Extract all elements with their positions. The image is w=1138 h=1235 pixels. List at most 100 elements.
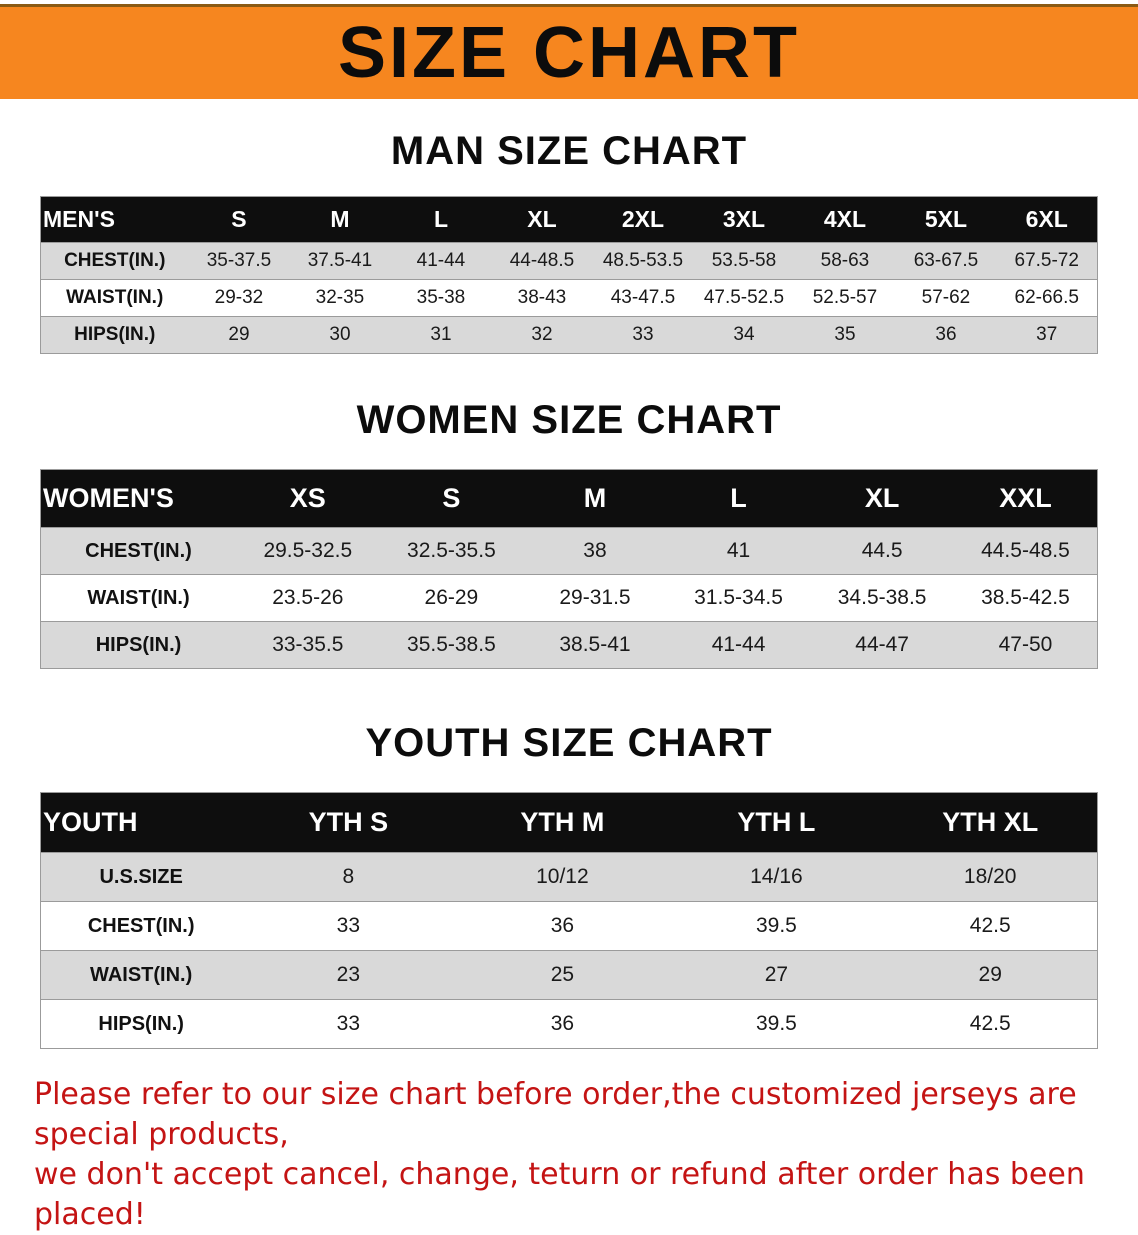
size-column-header: 6XL: [996, 196, 1098, 243]
row-label: U.S.SIZE: [40, 852, 242, 902]
size-value: 47-50: [953, 621, 1098, 669]
size-value: 42.5: [883, 901, 1098, 951]
row-label: HIPS(IN.): [40, 621, 237, 669]
size-value: 27: [669, 950, 884, 1000]
man-section-heading: MAN SIZE CHART: [390, 129, 748, 173]
size-column-header: 4XL: [794, 196, 896, 243]
size-column-header: YTH XL: [883, 792, 1098, 853]
table-row: CHEST(IN.) 33 36 39.5 42.5: [40, 901, 1098, 951]
youth-size-table: YOUTH YTH S YTH M YTH L YTH XL U.S.SIZE 8 10/12…: [40, 792, 1098, 1049]
size-value: 23.5-26: [236, 574, 380, 622]
header-row: YOUTH YTH S YTH M YTH L YTH XL: [40, 792, 1098, 853]
size-column-header: 5XL: [895, 196, 997, 243]
table-row: HIPS(IN.) 33 36 39.5 42.5: [40, 999, 1098, 1049]
size-column-header: XL: [491, 196, 593, 243]
size-value: 18/20: [883, 852, 1098, 902]
size-value: 8: [241, 852, 456, 902]
youth-section-heading: YOUTH SIZE CHART: [365, 721, 773, 765]
size-value: 35-38: [390, 279, 492, 317]
row-label: CHEST(IN.): [40, 527, 237, 575]
size-value: 57-62: [895, 279, 997, 317]
man-size-table: MEN'S S M L XL 2XL 3XL 4XL 5XL 6XL CHEST(IN.) 35-37…: [40, 196, 1098, 354]
size-column-header: S: [379, 469, 524, 528]
size-value: 29-32: [188, 279, 290, 317]
table-row: U.S.SIZE 8 10/12 14/16 18/20: [40, 852, 1098, 902]
size-value: 32.5-35.5: [379, 527, 524, 575]
row-label: CHEST(IN.): [40, 901, 242, 951]
women-section-heading: WOMEN SIZE CHART: [356, 398, 782, 442]
row-label-header: YOUTH: [40, 792, 242, 853]
header-row: MEN'S S M L XL 2XL 3XL 4XL 5XL 6XL: [40, 196, 1098, 243]
disclaimer-line-2: we don't accept cancel, change, teturn o…: [34, 1157, 1085, 1232]
size-value: 52.5-57: [794, 279, 896, 317]
size-chart-page: SIZE CHART MAN SIZE CHART MEN'S S M L XL 2XL 3…: [0, 4, 1138, 1232]
size-value: 10/12: [455, 852, 670, 902]
size-value: 58-63: [794, 242, 896, 280]
size-value: 62-66.5: [996, 279, 1098, 317]
size-value: 41-44: [390, 242, 492, 280]
size-value: 48.5-53.5: [592, 242, 694, 280]
table-row: WAIST(IN.) 23.5-26 26-29 29-31.5 31.5-34.5 34…: [40, 574, 1098, 622]
row-label: WAIST(IN.): [40, 279, 189, 317]
size-value: 38.5-42.5: [953, 574, 1098, 622]
size-value: 26-29: [379, 574, 524, 622]
size-column-header: YTH L: [669, 792, 884, 853]
size-value: 42.5: [883, 999, 1098, 1049]
row-label: CHEST(IN.): [40, 242, 189, 280]
size-value: 53.5-58: [693, 242, 795, 280]
disclaimer-line-1: Please refer to our size chart before or…: [34, 1077, 1077, 1152]
banner: SIZE CHART: [0, 4, 1138, 99]
table-row: HIPS(IN.) 29 30 31 32 33 34 35 36 37: [40, 316, 1098, 354]
size-value: 31: [390, 316, 492, 354]
size-column-header: 3XL: [693, 196, 795, 243]
size-column-header: XS: [236, 469, 380, 528]
table-row: CHEST(IN.) 29.5-32.5 32.5-35.5 38 41 44.5 44.5…: [40, 527, 1098, 575]
row-label: WAIST(IN.): [40, 574, 237, 622]
disclaimer-text: Please refer to our size chart before or…: [34, 1075, 1114, 1235]
size-value: 35: [794, 316, 896, 354]
size-column-header: XXL: [953, 469, 1098, 528]
size-value: 63-67.5: [895, 242, 997, 280]
size-value: 29: [188, 316, 290, 354]
size-value: 29.5-32.5: [236, 527, 380, 575]
size-value: 67.5-72: [996, 242, 1098, 280]
size-value: 38: [523, 527, 667, 575]
size-value: 41-44: [666, 621, 811, 669]
table-row: WAIST(IN.) 23 25 27 29: [40, 950, 1098, 1000]
size-value: 34.5-38.5: [810, 574, 954, 622]
size-value: 44.5-48.5: [953, 527, 1098, 575]
size-column-header: 2XL: [592, 196, 694, 243]
size-column-header: M: [523, 469, 667, 528]
size-value: 36: [455, 999, 670, 1049]
size-column-header: YTH S: [241, 792, 456, 853]
size-value: 30: [289, 316, 391, 354]
size-value: 44-47: [810, 621, 954, 669]
table-row: WAIST(IN.) 29-32 32-35 35-38 38-43 43-47.5 47.…: [40, 279, 1098, 317]
size-value: 29-31.5: [523, 574, 667, 622]
size-value: 38.5-41: [523, 621, 667, 669]
page-title: SIZE CHART: [338, 13, 800, 93]
row-label: HIPS(IN.): [40, 999, 242, 1049]
row-label: WAIST(IN.): [40, 950, 242, 1000]
size-value: 47.5-52.5: [693, 279, 795, 317]
size-value: 23: [241, 950, 456, 1000]
size-value: 35.5-38.5: [379, 621, 524, 669]
size-value: 33: [592, 316, 694, 354]
size-value: 29: [883, 950, 1098, 1000]
table-row: CHEST(IN.) 35-37.5 37.5-41 41-44 44-48.5 48.5…: [40, 242, 1098, 280]
size-value: 35-37.5: [188, 242, 290, 280]
size-value: 34: [693, 316, 795, 354]
size-value: 33: [241, 999, 456, 1049]
size-value: 32-35: [289, 279, 391, 317]
row-label: HIPS(IN.): [40, 316, 189, 354]
size-value: 33-35.5: [236, 621, 380, 669]
size-value: 32: [491, 316, 593, 354]
size-value: 36: [455, 901, 670, 951]
size-column-header: L: [666, 469, 811, 528]
size-value: 31.5-34.5: [666, 574, 811, 622]
row-label-header: WOMEN'S: [40, 469, 237, 528]
size-value: 43-47.5: [592, 279, 694, 317]
table-row: HIPS(IN.) 33-35.5 35.5-38.5 38.5-41 41-44 44-…: [40, 621, 1098, 669]
size-value: 37: [996, 316, 1098, 354]
size-value: 14/16: [669, 852, 884, 902]
